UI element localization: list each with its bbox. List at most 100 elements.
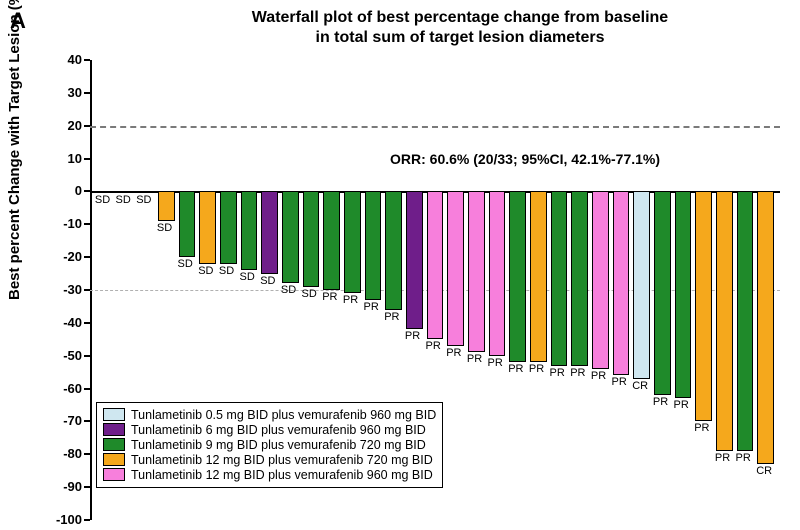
y-tick-label: -100 bbox=[42, 512, 82, 527]
bar-response-label: PR bbox=[612, 376, 627, 388]
legend-item: Tunlametinib 6 mg BID plus vemurafenib 9… bbox=[103, 423, 436, 437]
bar-response-label: PR bbox=[653, 396, 668, 408]
y-tick-label: -90 bbox=[42, 479, 82, 494]
y-axis-label: Best percent Change with Target Lesion (… bbox=[6, 0, 23, 300]
bar bbox=[179, 191, 196, 257]
y-tick bbox=[84, 158, 90, 160]
y-tick-label: 0 bbox=[42, 183, 82, 198]
y-tick bbox=[84, 388, 90, 390]
y-tick bbox=[84, 355, 90, 357]
bar-response-label: PR bbox=[426, 340, 441, 352]
bar-response-label: SD bbox=[198, 265, 213, 277]
y-tick-label: 20 bbox=[42, 118, 82, 133]
bar bbox=[489, 191, 506, 355]
bar-response-label: SD bbox=[260, 275, 275, 287]
legend-label: Tunlametinib 0.5 mg BID plus vemurafenib… bbox=[131, 408, 436, 422]
bar bbox=[695, 191, 712, 421]
bar bbox=[158, 191, 175, 221]
bar-response-label: PR bbox=[570, 367, 585, 379]
bar bbox=[613, 191, 630, 375]
bar-response-label: PR bbox=[736, 452, 751, 464]
y-tick bbox=[84, 322, 90, 324]
bar-response-label: PR bbox=[529, 363, 544, 375]
y-tick bbox=[84, 519, 90, 521]
bar bbox=[509, 191, 526, 362]
bar-response-label: PR bbox=[384, 311, 399, 323]
bar bbox=[654, 191, 671, 395]
legend-swatch bbox=[103, 408, 125, 421]
y-tick bbox=[84, 223, 90, 225]
bar bbox=[323, 191, 340, 290]
y-tick bbox=[84, 453, 90, 455]
bar bbox=[303, 191, 320, 286]
y-tick-label: -30 bbox=[42, 282, 82, 297]
bar bbox=[716, 191, 733, 451]
legend: Tunlametinib 0.5 mg BID plus vemurafenib… bbox=[96, 402, 443, 488]
bar-response-label: SD bbox=[136, 194, 151, 206]
y-tick bbox=[84, 486, 90, 488]
bar-response-label: SD bbox=[178, 258, 193, 270]
bar bbox=[592, 191, 609, 368]
bar bbox=[344, 191, 361, 293]
bar-response-label: PR bbox=[715, 452, 730, 464]
y-tick bbox=[84, 92, 90, 94]
bar-response-label: SD bbox=[116, 194, 131, 206]
legend-item: Tunlametinib 0.5 mg BID plus vemurafenib… bbox=[103, 408, 436, 422]
bar-response-label: PR bbox=[550, 367, 565, 379]
bar bbox=[551, 191, 568, 365]
bar-response-label: PR bbox=[488, 357, 503, 369]
bar-response-label: CR bbox=[632, 380, 648, 392]
y-tick-label: 30 bbox=[42, 85, 82, 100]
chart-title: Waterfall plot of best percentage change… bbox=[130, 8, 790, 48]
bar-response-label: PR bbox=[674, 399, 689, 411]
bar-response-label: PR bbox=[591, 370, 606, 382]
y-tick-label: -20 bbox=[42, 249, 82, 264]
bar-response-label: PR bbox=[322, 291, 337, 303]
legend-label: Tunlametinib 9 mg BID plus vemurafenib 7… bbox=[131, 438, 426, 452]
bar-response-label: PR bbox=[364, 301, 379, 313]
bar bbox=[468, 191, 485, 352]
bar bbox=[427, 191, 444, 339]
bar-response-label: PR bbox=[446, 347, 461, 359]
bar-response-label: PR bbox=[467, 353, 482, 365]
bar bbox=[282, 191, 299, 283]
y-tick-label: -10 bbox=[42, 216, 82, 231]
reference-line bbox=[90, 126, 780, 128]
y-tick-label: 10 bbox=[42, 151, 82, 166]
legend-label: Tunlametinib 12 mg BID plus vemurafenib … bbox=[131, 468, 433, 482]
legend-label: Tunlametinib 6 mg BID plus vemurafenib 9… bbox=[131, 423, 426, 437]
orr-annotation: ORR: 60.6% (20/33; 95%CI, 42.1%-77.1%) bbox=[390, 151, 660, 167]
y-tick-label: 40 bbox=[42, 52, 82, 67]
legend-swatch bbox=[103, 423, 125, 436]
bar-response-label: SD bbox=[219, 265, 234, 277]
bar-response-label: PR bbox=[694, 422, 709, 434]
bar bbox=[220, 191, 237, 263]
bar bbox=[675, 191, 692, 398]
bar bbox=[530, 191, 547, 362]
bar-response-label: SD bbox=[157, 222, 172, 234]
bar bbox=[737, 191, 754, 451]
title-line-1: Waterfall plot of best percentage change… bbox=[252, 9, 668, 26]
bar-response-label: SD bbox=[95, 194, 110, 206]
y-tick bbox=[84, 420, 90, 422]
bar bbox=[406, 191, 423, 329]
y-tick-label: -50 bbox=[42, 348, 82, 363]
y-tick bbox=[84, 256, 90, 258]
bar-response-label: SD bbox=[240, 271, 255, 283]
bar-response-label: SD bbox=[281, 284, 296, 296]
legend-swatch bbox=[103, 453, 125, 466]
y-tick-label: -40 bbox=[42, 315, 82, 330]
bar bbox=[365, 191, 382, 299]
bar-response-label: SD bbox=[302, 288, 317, 300]
legend-swatch bbox=[103, 468, 125, 481]
legend-label: Tunlametinib 12 mg BID plus vemurafenib … bbox=[131, 453, 433, 467]
y-tick bbox=[84, 59, 90, 61]
legend-item: Tunlametinib 12 mg BID plus vemurafenib … bbox=[103, 468, 436, 482]
waterfall-plot: ORR: 60.6% (20/33; 95%CI, 42.1%-77.1%) T… bbox=[90, 60, 780, 520]
bar-response-label: PR bbox=[508, 363, 523, 375]
bar bbox=[447, 191, 464, 345]
title-line-2: in total sum of target lesion diameters bbox=[316, 29, 605, 46]
bar bbox=[199, 191, 216, 263]
bar-response-label: CR bbox=[756, 465, 772, 477]
bar bbox=[633, 191, 650, 378]
